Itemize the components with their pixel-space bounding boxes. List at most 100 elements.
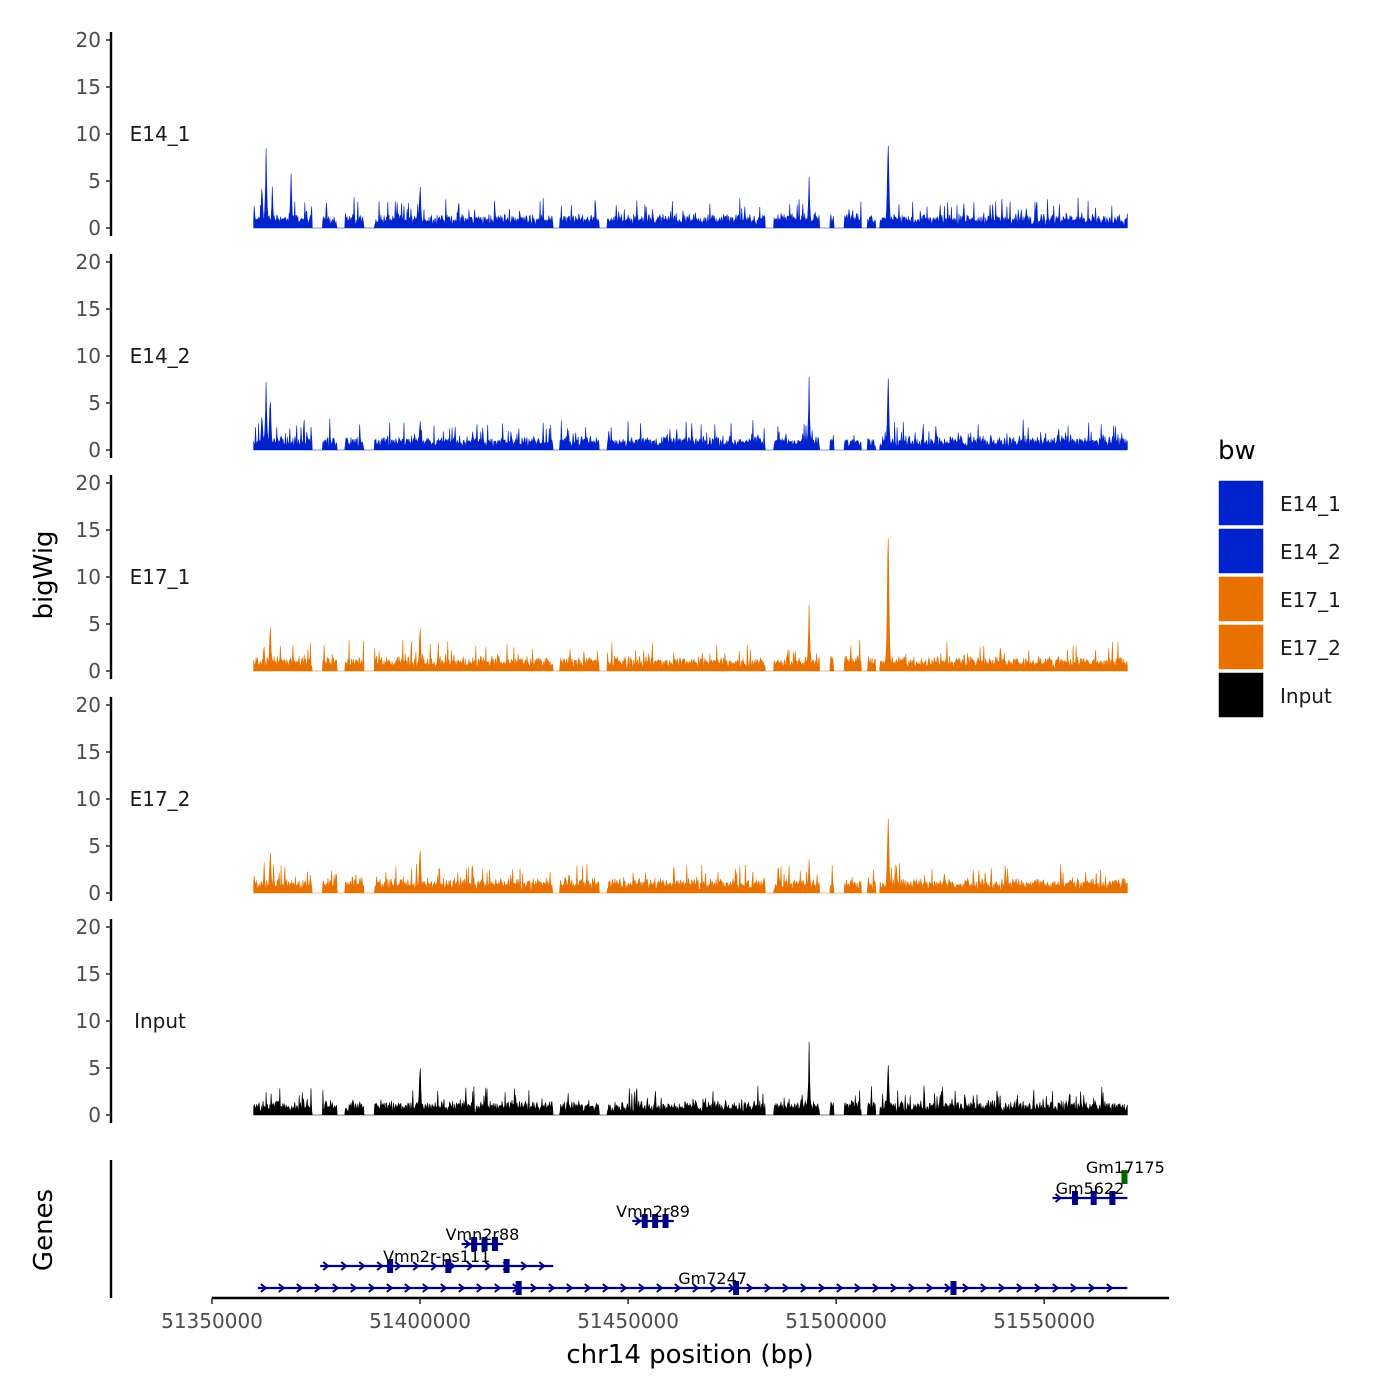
gene-Gm7247: Gm7247: [257, 1269, 1128, 1295]
track-label: E14_2: [130, 344, 191, 368]
strand-arrow: [350, 1283, 358, 1293]
y-tick-label: 20: [76, 915, 101, 939]
y-tick-label: 15: [76, 740, 101, 764]
y-tick-label: 0: [88, 659, 101, 683]
strand-arrow: [800, 1283, 808, 1293]
strand-arrow: [376, 1261, 384, 1271]
strand-arrow: [386, 1283, 394, 1293]
y-tick-label: 10: [76, 1009, 101, 1033]
strand-arrow: [584, 1283, 592, 1293]
strand-arrow: [278, 1283, 286, 1293]
strand-arrow: [394, 1261, 402, 1271]
track-label: Input: [134, 1009, 186, 1033]
strand-arrow: [466, 1261, 474, 1271]
legend: bw E14_1 E14_2 E17_1 E17_2 Input: [1217, 436, 1341, 719]
y-tick-label: 5: [88, 612, 101, 636]
y-tick-label: 5: [88, 834, 101, 858]
y-tick-label: 20: [76, 693, 101, 717]
strand-arrow: [476, 1283, 484, 1293]
legend-label: E14_1: [1280, 492, 1341, 516]
y-tick-label: 10: [76, 565, 101, 589]
track-E14_2: 0 5 10 15 20 E14_2: [76, 250, 1128, 462]
y-tick-label: 10: [76, 787, 101, 811]
strand-arrow: [944, 1283, 952, 1293]
legend-item-E17_2: E17_2: [1217, 623, 1341, 671]
strand-arrow: [620, 1283, 628, 1293]
y-tick-label: 10: [76, 122, 101, 146]
strand-arrow: [548, 1283, 556, 1293]
y-tick-label: 15: [76, 75, 101, 99]
signal-area-E14_2: [253, 377, 1128, 451]
gene-exon: [733, 1281, 740, 1295]
gene-label: Gm17175: [1086, 1158, 1165, 1177]
x-axis: 51350000 51400000 51450000 51500000 51550000: [161, 1296, 1169, 1333]
legend-swatch: [1217, 575, 1265, 623]
gene-Gm5622: Gm5622: [1052, 1179, 1128, 1205]
track-label: E17_2: [130, 787, 191, 811]
strand-arrow: [634, 1216, 642, 1226]
strand-arrow: [872, 1283, 880, 1293]
strand-arrow: [1088, 1283, 1096, 1293]
strand-arrow: [322, 1261, 330, 1271]
strand-arrow: [998, 1283, 1006, 1293]
strand-arrow: [368, 1283, 376, 1293]
strand-arrow: [926, 1283, 934, 1293]
x-tick-label: 51550000: [993, 1309, 1095, 1333]
strand-arrow: [710, 1283, 718, 1293]
strand-arrow: [1106, 1283, 1114, 1293]
signal-area-E17_2: [253, 818, 1128, 894]
track-Input: 0 5 10 15 20 Input: [76, 915, 1128, 1127]
strand-arrow: [782, 1283, 790, 1293]
signal-area-E17_1: [253, 538, 1128, 672]
strand-arrow: [818, 1283, 826, 1293]
legend-item-E17_1: E17_1: [1217, 575, 1341, 623]
legend-swatch: [1217, 527, 1265, 575]
legend-title: bw: [1218, 436, 1256, 466]
gene-exon: [1071, 1191, 1078, 1205]
strand-arrow: [340, 1261, 348, 1271]
y-tick-label: 0: [88, 216, 101, 240]
strand-arrow: [854, 1283, 862, 1293]
legend-label: E17_2: [1280, 636, 1341, 660]
strand-arrow: [962, 1283, 970, 1293]
gene-exon: [515, 1281, 522, 1295]
strand-arrow: [358, 1261, 366, 1271]
gene-label: Gm7247: [678, 1269, 747, 1288]
gene-exon: [503, 1259, 510, 1273]
legend-item-E14_2: E14_2: [1217, 527, 1341, 575]
y-tick-label: 20: [76, 28, 101, 52]
strand-arrow: [656, 1283, 664, 1293]
strand-arrow: [1016, 1283, 1024, 1293]
strand-arrow: [1070, 1283, 1078, 1293]
gene-Vmn2r88: Vmn2r88: [446, 1225, 520, 1251]
strand-arrow: [494, 1283, 502, 1293]
y-tick-label: 5: [88, 391, 101, 415]
strand-arrow: [484, 1261, 492, 1271]
x-tick-label: 51350000: [161, 1309, 263, 1333]
strand-arrow: [602, 1283, 610, 1293]
strand-arrow: [1034, 1283, 1042, 1293]
signal-area-Input: [253, 1041, 1128, 1116]
gene-Vmn2r89: Vmn2r89: [616, 1202, 690, 1228]
strand-arrow: [332, 1283, 340, 1293]
gene-label: Gm5622: [1056, 1179, 1125, 1198]
strand-arrow: [890, 1283, 898, 1293]
x-tick-label: 51500000: [785, 1309, 887, 1333]
strand-arrow: [566, 1283, 574, 1293]
gene-exon: [445, 1259, 452, 1273]
y-tick-label: 0: [88, 438, 101, 462]
strand-arrow: [296, 1283, 304, 1293]
x-tick-label: 51450000: [577, 1309, 679, 1333]
gene-exon: [1121, 1170, 1128, 1184]
strand-arrow: [464, 1239, 472, 1249]
strand-arrow: [422, 1283, 430, 1293]
strand-arrow: [412, 1261, 420, 1271]
strand-arrow: [1052, 1283, 1060, 1293]
strand-arrow: [746, 1283, 754, 1293]
gene-label: Vmn2r88: [446, 1225, 520, 1244]
strand-arrow: [692, 1283, 700, 1293]
gene-Gm17175: Gm17175: [1086, 1158, 1165, 1184]
track-E17_2: 0 5 10 15 20 E17_2: [76, 693, 1128, 905]
legend-swatch: [1217, 623, 1265, 671]
gene-track: Gm17175 Gm5622 Vmn2r89 Vmn2r88 Vmn2r-ps111 Gm…: [109, 1158, 1165, 1298]
